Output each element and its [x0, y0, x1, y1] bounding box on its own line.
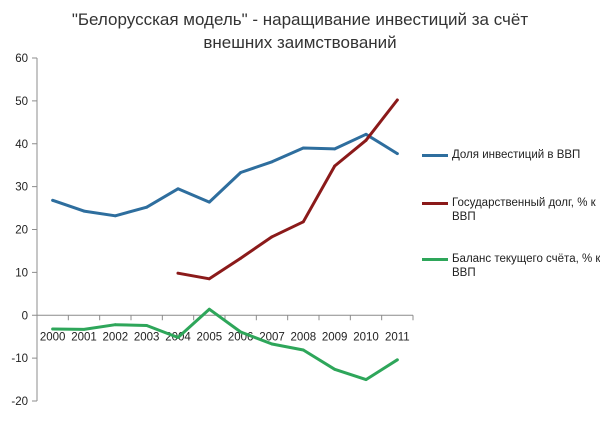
x-tick-label: 2003	[134, 331, 160, 343]
data-point	[364, 132, 368, 136]
x-tick-label: 2008	[291, 331, 317, 343]
x-tick-label: 2001	[71, 331, 97, 343]
legend-label: Государственный долг, % к ВВП	[452, 197, 596, 223]
data-point	[333, 147, 337, 151]
legend-swatch	[422, 202, 448, 205]
data-point	[239, 171, 243, 174]
data-point	[239, 256, 243, 260]
data-point	[145, 324, 149, 327]
data-point	[207, 277, 211, 281]
data-point	[395, 98, 399, 102]
x-tick-label: 2010	[353, 331, 379, 343]
y-tick-label: -10	[11, 353, 28, 365]
data-point	[301, 348, 305, 352]
series-line-2	[51, 307, 399, 382]
data-point	[82, 209, 86, 213]
legend-label: Доля инвестиций в ВВП	[452, 149, 581, 161]
series-line-1	[176, 98, 399, 281]
y-tick-label: 40	[15, 139, 28, 151]
data-point	[176, 336, 180, 339]
data-point	[176, 187, 180, 191]
data-point	[113, 323, 117, 327]
y-tick-label: -20	[11, 396, 28, 408]
data-point	[364, 138, 368, 142]
legend-swatch	[422, 154, 448, 157]
data-point	[145, 205, 149, 209]
legend-swatch	[422, 258, 448, 261]
data-point	[301, 220, 305, 224]
x-tick-label: 2009	[322, 331, 348, 343]
data-point	[395, 358, 399, 362]
x-tick-label: 2005	[197, 331, 223, 343]
data-point	[51, 327, 55, 331]
data-point	[364, 378, 368, 381]
x-tick-label: 2000	[40, 331, 66, 343]
data-point	[270, 342, 274, 346]
data-point	[333, 367, 337, 371]
y-tick-label: 30	[15, 182, 28, 194]
chart-title: "Белорусская модель" - наращивание инвес…	[40, 8, 560, 54]
data-point	[239, 330, 243, 334]
y-tick-label: 50	[15, 96, 28, 108]
x-tick-label: 2011	[385, 331, 410, 343]
data-point	[395, 152, 399, 156]
data-point	[113, 214, 117, 218]
data-point	[333, 164, 337, 168]
data-point	[207, 307, 211, 311]
data-point	[82, 327, 86, 331]
data-point	[207, 200, 211, 204]
y-tick-label: 20	[15, 225, 28, 237]
data-point	[176, 271, 180, 275]
x-tick-label: 2002	[103, 331, 129, 343]
legend-label: Баланс текущего счёта, % к ВВП	[452, 253, 600, 279]
data-point	[301, 146, 305, 150]
chart-title-line-2: внешних заимствований	[203, 33, 397, 52]
data-point	[270, 235, 274, 239]
y-tick-label: 60	[15, 53, 28, 65]
data-point	[51, 198, 55, 202]
series-line-0	[51, 132, 399, 218]
y-tick-label: 10	[15, 267, 28, 279]
chart-title-line-1: "Белорусская модель" - наращивание инвес…	[71, 10, 529, 29]
data-point	[270, 160, 274, 164]
y-tick-label: 0	[22, 310, 28, 322]
